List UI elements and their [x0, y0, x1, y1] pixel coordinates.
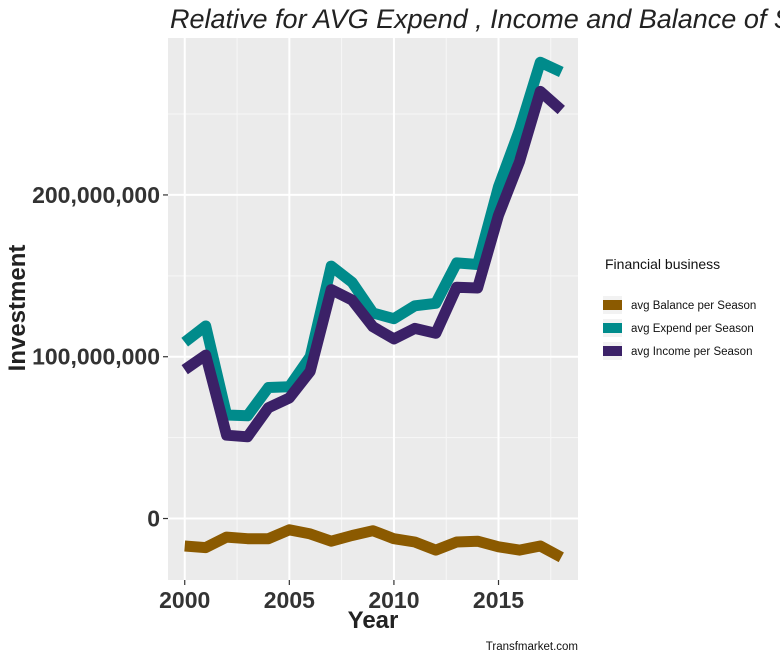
y-axis-title: Investment — [4, 245, 31, 372]
x-tick-label: 2005 — [264, 587, 315, 613]
series-line-avg-balance-per-season — [184, 524, 564, 563]
x-axis: 2000 2005 2010 2015 — [159, 580, 524, 613]
legend: Financial business avg Balance per Seaso… — [603, 256, 756, 360]
x-tick-label: 2010 — [368, 587, 419, 613]
y-tick-label: 200,000,000 — [32, 182, 160, 208]
series-line-avg-income-per-season — [181, 85, 565, 443]
x-tick-label: 2000 — [159, 587, 210, 613]
y-tick-label: 100,000,000 — [32, 344, 160, 370]
source-caption: Transfmarket.com — [486, 641, 578, 653]
legend-label-avg-balance-per-season: avg Balance per Season — [631, 300, 756, 312]
series-line-avg-expend-per-season — [181, 56, 564, 422]
legend-label-avg-expend-per-season: avg Expend per Season — [631, 323, 754, 335]
x-tick-label: 2015 — [473, 587, 524, 613]
x-axis-title: Year — [348, 607, 399, 634]
series-lines — [181, 56, 565, 563]
legend-title: Financial business — [605, 256, 720, 272]
legend-label-avg-income-per-season: avg Income per Season — [631, 346, 752, 358]
legend-items: avg Balance per Season avg Expend per Sea… — [603, 296, 756, 360]
chart-title: Relative for AVG Expend , Income and Bal… — [170, 4, 780, 34]
y-axis: 0 100,000,000 200,000,000 — [32, 182, 168, 532]
y-tick-label: 0 — [147, 506, 160, 532]
